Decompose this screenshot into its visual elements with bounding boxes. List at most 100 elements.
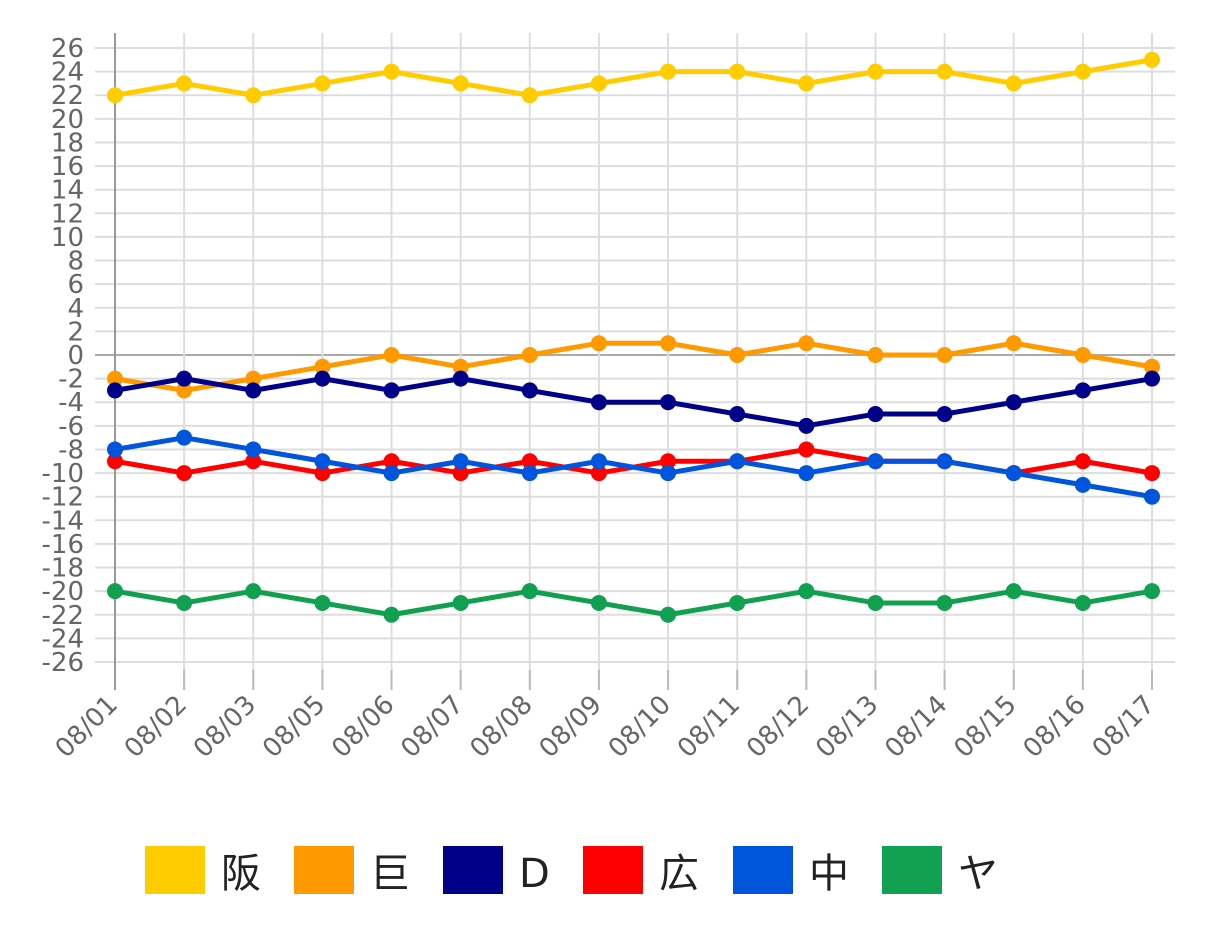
legend-label: 巨 — [370, 851, 410, 897]
data-point — [521, 347, 538, 363]
x-tick-label: 08/01 — [50, 690, 124, 764]
grid-lines — [95, 33, 1175, 690]
y-tick-label: 24 — [51, 58, 84, 88]
y-tick-label: 22 — [51, 81, 84, 111]
y-tick-label: -2 — [58, 365, 84, 395]
y-tick-label: -8 — [58, 435, 84, 465]
data-point — [452, 594, 469, 611]
data-point — [798, 75, 815, 92]
data-point — [1074, 382, 1091, 399]
series-ヤ — [107, 583, 1160, 623]
data-point — [521, 382, 538, 399]
y-tick-label: 14 — [51, 176, 84, 206]
legend-item: 巨 — [294, 846, 410, 897]
y-tick-label: -12 — [42, 483, 84, 513]
series-lines — [107, 51, 1160, 623]
data-point — [729, 453, 746, 470]
y-tick-label: 2 — [67, 317, 84, 347]
data-point — [521, 453, 538, 470]
data-point — [729, 406, 746, 423]
data-point — [660, 335, 677, 352]
series-D — [107, 370, 1160, 434]
y-tick-labels: -26-24-22-20-18-16-14-12-10-8-6-4-202468… — [42, 34, 84, 678]
legend-item: D — [443, 846, 550, 897]
legend-swatch — [733, 846, 793, 894]
data-point — [660, 63, 677, 80]
y-tick-label: 8 — [67, 247, 84, 277]
data-point — [867, 347, 884, 363]
y-tick-label: -24 — [42, 624, 84, 654]
data-point — [1074, 476, 1091, 493]
x-tick-label: 08/15 — [948, 690, 1022, 764]
x-tick-label: 08/03 — [188, 690, 262, 764]
data-point — [1005, 394, 1022, 411]
data-point — [590, 465, 607, 482]
data-point — [660, 606, 677, 623]
y-tick-label: -20 — [42, 577, 84, 607]
data-point — [660, 394, 677, 411]
y-tick-label: 10 — [51, 223, 84, 253]
data-point — [245, 87, 262, 104]
data-point — [383, 465, 400, 482]
data-point — [1144, 51, 1160, 68]
data-point — [245, 382, 262, 399]
x-tick-label: 08/10 — [603, 690, 677, 764]
y-tick-label: 16 — [51, 152, 84, 182]
legend-item: 広 — [583, 846, 699, 897]
data-point — [107, 87, 123, 104]
data-point — [107, 370, 123, 387]
data-point — [1144, 488, 1160, 505]
data-point — [521, 465, 538, 482]
legend-label: 広 — [659, 851, 699, 897]
data-point — [452, 370, 469, 387]
data-point — [107, 583, 123, 600]
x-tick-label: 08/12 — [741, 690, 815, 764]
y-tick-label: -4 — [58, 388, 84, 418]
legend-swatch — [882, 846, 942, 894]
data-point — [798, 335, 815, 352]
data-point — [729, 347, 746, 363]
data-point — [176, 594, 193, 611]
data-point — [176, 382, 193, 399]
data-point — [176, 370, 193, 387]
data-point — [452, 465, 469, 482]
y-tick-label: -26 — [42, 648, 84, 678]
data-point — [590, 453, 607, 470]
data-point — [383, 63, 400, 80]
data-point — [383, 606, 400, 623]
legend-item: ヤ — [882, 846, 998, 897]
data-point — [521, 583, 538, 600]
x-tick-label: 08/05 — [257, 690, 331, 764]
data-point — [590, 335, 607, 352]
legend-swatch — [583, 846, 643, 894]
data-point — [1074, 63, 1091, 80]
data-point — [1074, 453, 1091, 470]
data-point — [936, 406, 953, 423]
data-point — [660, 465, 677, 482]
data-point — [245, 583, 262, 600]
data-point — [867, 453, 884, 470]
data-point — [383, 453, 400, 470]
data-point — [314, 453, 331, 470]
data-point — [867, 63, 884, 80]
data-point — [107, 382, 123, 399]
y-tick-label: 18 — [51, 128, 84, 158]
data-point — [590, 394, 607, 411]
series-中 — [107, 429, 1160, 505]
y-tick-label: 4 — [67, 294, 84, 324]
y-tick-label: -14 — [42, 506, 84, 536]
data-point — [314, 594, 331, 611]
legend-swatch — [145, 846, 205, 894]
series-巨 — [107, 335, 1160, 399]
y-tick-label: 20 — [51, 105, 84, 135]
legend-item: 阪 — [145, 846, 261, 897]
x-tick-label: 08/14 — [879, 690, 953, 764]
x-tick-label: 08/08 — [465, 690, 539, 764]
data-point — [245, 370, 262, 387]
x-tick-labels: 08/0108/0208/0308/0508/0608/0708/0808/09… — [50, 690, 1161, 764]
legend-label: D — [519, 851, 550, 897]
data-point — [176, 429, 193, 446]
data-point — [452, 453, 469, 470]
y-tick-label: 26 — [51, 34, 84, 64]
